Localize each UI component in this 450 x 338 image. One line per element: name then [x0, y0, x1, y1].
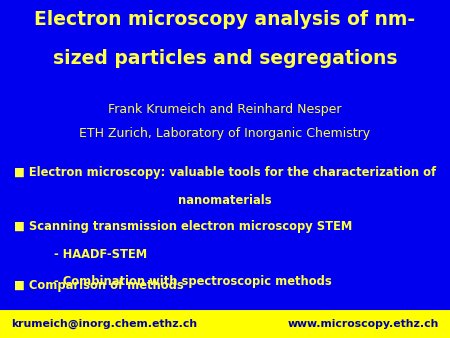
Text: www.microscopy.ethz.ch: www.microscopy.ethz.ch: [288, 319, 439, 329]
Bar: [0, 310, 450, 338]
Text: krumeich@inorg.chem.ethz.ch: krumeich@inorg.chem.ethz.ch: [11, 319, 198, 329]
Text: - Combination with spectroscopic methods: - Combination with spectroscopic methods: [14, 275, 331, 288]
Text: ■ Comparison of methods: ■ Comparison of methods: [14, 279, 183, 292]
Text: - HAADF-STEM: - HAADF-STEM: [14, 248, 147, 261]
Text: ■ Scanning transmission electron microscopy STEM: ■ Scanning transmission electron microsc…: [14, 220, 352, 233]
Text: sized particles and segregations: sized particles and segregations: [53, 49, 397, 68]
Text: Frank Krumeich and Reinhard Nesper: Frank Krumeich and Reinhard Nesper: [108, 103, 342, 116]
Text: nanomaterials: nanomaterials: [178, 194, 272, 207]
Text: Electron microscopy analysis of nm-: Electron microscopy analysis of nm-: [35, 10, 415, 29]
Text: ETH Zurich, Laboratory of Inorganic Chemistry: ETH Zurich, Laboratory of Inorganic Chem…: [80, 127, 370, 140]
Text: ■ Electron microscopy: valuable tools for the characterization of: ■ Electron microscopy: valuable tools fo…: [14, 166, 436, 178]
